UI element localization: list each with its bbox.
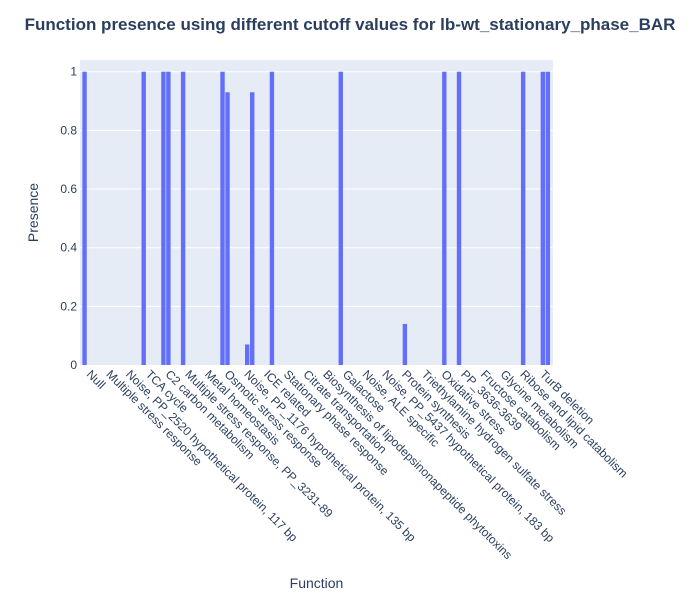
bar — [442, 71, 447, 365]
bar — [250, 92, 255, 365]
y-tick-label: 1 — [70, 65, 77, 79]
bar — [338, 71, 343, 365]
bar — [269, 71, 275, 365]
bars — [82, 71, 551, 365]
bar — [545, 71, 551, 365]
chart-title: Function presence using different cutoff… — [25, 15, 676, 34]
bar — [456, 71, 462, 365]
bar — [225, 92, 230, 365]
y-tick-label: 0.2 — [60, 299, 77, 313]
bar — [520, 71, 526, 365]
bar — [180, 71, 186, 365]
y-tick-label: 0.4 — [60, 241, 77, 255]
y-axis-ticks: 0 0.2 0.4 0.6 0.8 1 — [60, 65, 77, 372]
bar — [166, 71, 171, 365]
gridlines — [80, 71, 553, 307]
y-tick-label: 0.6 — [60, 182, 77, 196]
x-axis-label: Function — [290, 575, 344, 591]
bar — [402, 323, 408, 365]
bar — [141, 71, 146, 365]
y-tick-label: 0 — [70, 358, 77, 372]
bar — [161, 71, 166, 365]
bar — [220, 71, 225, 365]
bar — [540, 71, 546, 365]
x-tick-label: Null — [84, 367, 109, 392]
bar — [82, 71, 87, 365]
y-tick-label: 0.8 — [60, 123, 77, 137]
bar — [245, 344, 250, 365]
plot-background — [80, 60, 553, 365]
y-axis-label: Presence — [25, 183, 41, 242]
